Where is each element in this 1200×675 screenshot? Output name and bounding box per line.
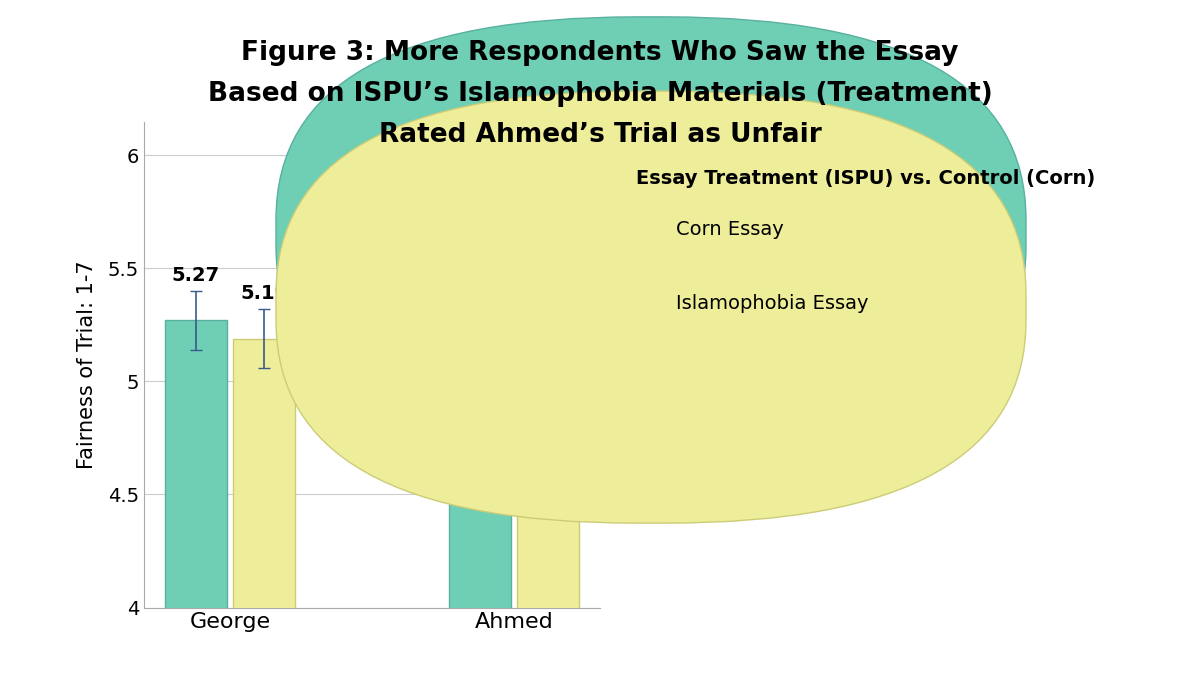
- Bar: [233, 338, 295, 675]
- Text: 5.25: 5.25: [456, 271, 504, 290]
- Text: 5.27: 5.27: [172, 267, 220, 286]
- Bar: [164, 321, 227, 675]
- Text: Essay Treatment (ISPU) vs. Control (Corn): Essay Treatment (ISPU) vs. Control (Corn…: [636, 169, 1096, 188]
- Bar: [449, 325, 511, 675]
- Text: Rated Ahmed’s Trial as Unfair: Rated Ahmed’s Trial as Unfair: [379, 122, 821, 148]
- Text: Corn Essay: Corn Essay: [676, 220, 784, 239]
- Text: Islamophobia Essay: Islamophobia Essay: [676, 294, 868, 313]
- Y-axis label: Fairness of Trial: 1-7: Fairness of Trial: 1-7: [77, 260, 97, 469]
- Bar: [517, 400, 580, 675]
- Text: Based on ISPU’s Islamophobia Materials (Treatment): Based on ISPU’s Islamophobia Materials (…: [208, 81, 992, 107]
- Text: 4.92: 4.92: [524, 329, 572, 349]
- Text: Figure 3: More Respondents Who Saw the Essay: Figure 3: More Respondents Who Saw the E…: [241, 40, 959, 67]
- Text: 5.19: 5.19: [240, 284, 288, 304]
